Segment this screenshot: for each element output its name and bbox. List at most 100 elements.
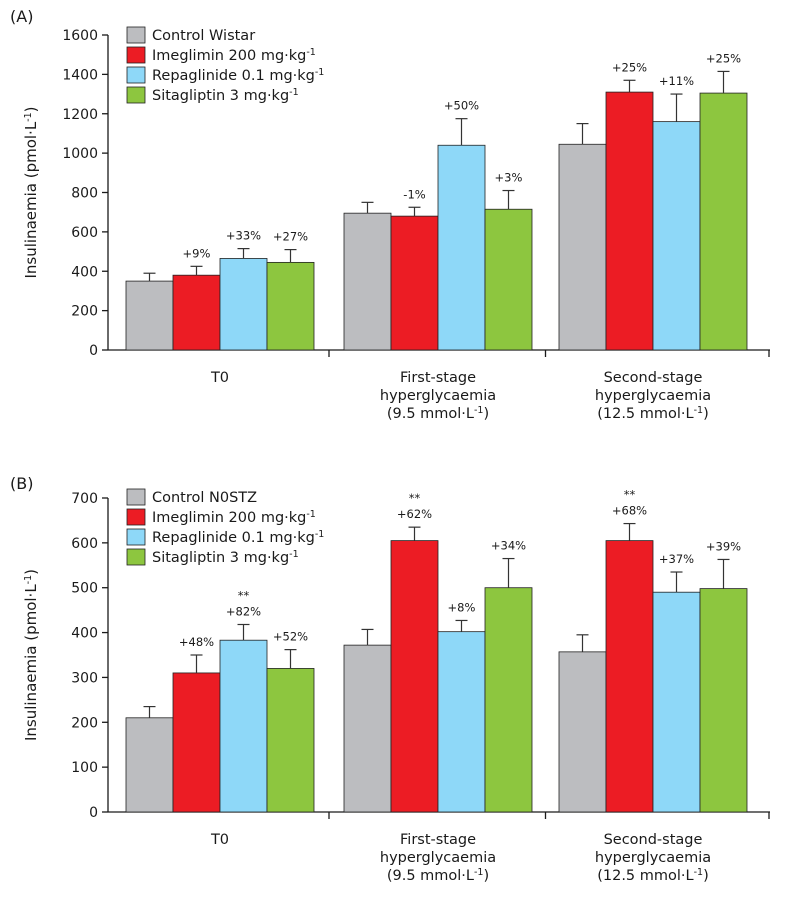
- y-tick-label: 700: [71, 491, 98, 507]
- panel-label: (B): [10, 474, 33, 493]
- data-label: +62%: [397, 507, 432, 521]
- data-label: +9%: [183, 246, 211, 260]
- bar: [266, 261, 315, 351]
- data-label: +8%: [448, 600, 476, 614]
- legend-swatch: [126, 66, 146, 84]
- x-tick-label: Second-stage: [604, 370, 703, 386]
- bar: [172, 274, 221, 351]
- bar: [605, 540, 654, 813]
- y-tick-label: 600: [71, 225, 98, 241]
- bar: [390, 540, 439, 813]
- legend-entry: Control Wistar: [152, 28, 255, 44]
- significance-label: **: [624, 488, 636, 502]
- legend-entry: Imeglimin 200 mg·kg-1: [152, 509, 316, 527]
- data-label: +3%: [495, 171, 523, 185]
- significance-label: **: [238, 588, 250, 602]
- y-tick-label: 500: [71, 581, 98, 597]
- bar: [652, 591, 701, 813]
- panel-label: (A): [10, 7, 33, 26]
- y-tick-label: 1600: [62, 28, 98, 44]
- data-label: +48%: [179, 635, 214, 649]
- y-tick-label: 200: [71, 304, 98, 320]
- legend-swatch: [126, 86, 146, 104]
- chart-panel-a: (A) Insulinaemia (pmol·L-1) 0 200 400 600 800 1…: [10, 7, 770, 422]
- data-label: +25%: [612, 60, 647, 74]
- y-tick-label: 1000: [62, 146, 98, 162]
- bar: [219, 639, 268, 813]
- data-label: +33%: [226, 229, 261, 243]
- data-label: -1%: [403, 187, 425, 201]
- bar: [484, 587, 533, 813]
- bar: [484, 208, 533, 351]
- legend-entry: Control N0STZ: [152, 490, 257, 506]
- x-tick-label: (9.5 mmol·L-1): [387, 867, 489, 885]
- data-label: +25%: [706, 51, 741, 65]
- y-tick-label: 1400: [62, 67, 98, 83]
- legend-swatch: [126, 528, 146, 546]
- bar: [172, 672, 221, 813]
- y-tick-label: 400: [71, 626, 98, 642]
- bar: [558, 143, 607, 351]
- x-tick-label: T0: [210, 832, 229, 848]
- data-label: +82%: [226, 604, 261, 618]
- data-label: +39%: [706, 539, 741, 553]
- data-label: +37%: [659, 552, 694, 566]
- bar: [699, 92, 748, 351]
- x-tick-label: First-stage: [400, 370, 476, 386]
- y-tick-label: 300: [71, 670, 98, 686]
- legend-swatch: [126, 488, 146, 506]
- bar: [652, 121, 701, 351]
- y-tick-label: 1200: [62, 107, 98, 123]
- bar: [125, 280, 174, 351]
- legend-entry: Repaglinide 0.1 mg·kg-1: [152, 529, 324, 547]
- data-label: +52%: [273, 630, 308, 644]
- legend-swatch: [126, 548, 146, 566]
- x-tick-label: hyperglycaemia: [595, 850, 711, 866]
- y-tick-label: 400: [71, 264, 98, 280]
- x-tick-label: (12.5 mmol·L-1): [597, 405, 709, 423]
- legend-entry: Repaglinide 0.1 mg·kg-1: [152, 67, 324, 85]
- bar: [343, 212, 392, 351]
- legend: Control N0STZ Imeglimin 200 mg·kg-1 Repagl…: [126, 488, 324, 567]
- bar: [266, 668, 315, 813]
- legend: Control Wistar Imeglimin 200 mg·kg-1 Repag…: [126, 26, 324, 105]
- bar: [699, 588, 748, 813]
- y-tick-label: 0: [89, 805, 98, 821]
- legend-entry: Sitagliptin 3 mg·kg-1: [152, 87, 299, 105]
- y-axis-title: Insulinaemia (pmol·L-1): [22, 106, 40, 278]
- data-label: +50%: [444, 99, 479, 113]
- data-label: +27%: [273, 230, 308, 244]
- bar: [605, 91, 654, 351]
- x-tick-label: hyperglycaemia: [595, 388, 711, 404]
- data-label: +34%: [491, 539, 526, 553]
- x-tick-label: (9.5 mmol·L-1): [387, 405, 489, 423]
- bar: [558, 651, 607, 813]
- y-tick-label: 600: [71, 536, 98, 552]
- data-label: +68%: [612, 504, 647, 518]
- legend-swatch: [126, 508, 146, 526]
- bar: [437, 631, 486, 813]
- data-label: +11%: [659, 74, 694, 88]
- y-axis-title: Insulinaemia (pmol·L-1): [22, 569, 40, 741]
- y-tick-label: 100: [71, 760, 98, 776]
- y-tick-label: 0: [89, 343, 98, 359]
- x-tick-label: hyperglycaemia: [380, 388, 496, 404]
- legend-entry: Sitagliptin 3 mg·kg-1: [152, 549, 299, 567]
- x-tick-label: Second-stage: [604, 832, 703, 848]
- legend-swatch: [126, 46, 146, 64]
- y-tick-label: 200: [71, 715, 98, 731]
- x-tick-label: First-stage: [400, 832, 476, 848]
- legend-entry: Imeglimin 200 mg·kg-1: [152, 47, 316, 65]
- bar: [390, 215, 439, 351]
- bar: [343, 644, 392, 813]
- bar: [437, 144, 486, 351]
- x-tick-label: (12.5 mmol·L-1): [597, 867, 709, 885]
- legend-swatch: [126, 26, 146, 44]
- bar: [125, 717, 174, 813]
- bar: [219, 258, 268, 351]
- x-tick-label: T0: [210, 370, 229, 386]
- chart-panel-b: (B) Insulinaemia (pmol·L-1) 0 100 200 300 400 5…: [10, 474, 770, 884]
- y-tick-label: 800: [71, 186, 98, 202]
- significance-label: **: [409, 491, 421, 505]
